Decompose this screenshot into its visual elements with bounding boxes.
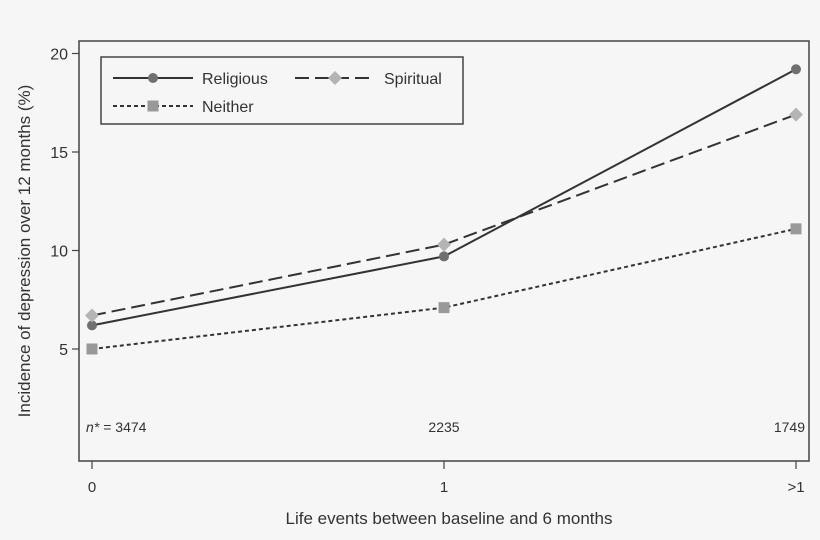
legend: Religious Spiritual Neither: [100, 56, 464, 125]
data-point: [439, 251, 449, 262]
legend-label: Religious: [202, 71, 268, 88]
n-annotation-1: 2235: [428, 419, 459, 435]
legend-box: [100, 56, 464, 125]
legend-marker: [147, 100, 159, 112]
series-religious: [87, 64, 801, 331]
data-point: [87, 320, 97, 331]
n-annotation-2: 1749: [774, 419, 805, 435]
data-point: [789, 107, 803, 122]
legend-marker: [148, 73, 158, 83]
legend-item-neither: Neither: [113, 99, 254, 116]
y-axis: 5 10 15 20: [50, 47, 79, 359]
y-tick-label: 20: [50, 47, 68, 64]
y-tick-label: 5: [59, 342, 68, 359]
legend-item-religious: Religious: [113, 71, 268, 88]
legend-item-spiritual: Spiritual: [295, 71, 442, 88]
legend-label: Spiritual: [384, 71, 442, 88]
data-point: [791, 64, 801, 75]
x-tick-label: 0: [88, 479, 96, 496]
x-axis: 0 1 >1: [88, 461, 805, 496]
data-point: [85, 308, 99, 323]
data-point: [86, 343, 98, 355]
series-spiritual: [85, 107, 803, 323]
data-point: [790, 223, 802, 235]
x-axis-label: Life events between baseline and 6 month…: [285, 509, 612, 528]
data-point: [437, 237, 451, 252]
series-line: [91, 113, 797, 317]
y-axis-label: Incidence of depression over 12 months (…: [15, 85, 34, 418]
data-point: [438, 302, 450, 314]
legend-marker: [328, 71, 342, 85]
sample-size-annotations: n* = 3474 2235 1749: [86, 419, 805, 435]
series-neither: [86, 223, 802, 355]
y-tick-label: 10: [50, 244, 68, 261]
x-tick-label: >1: [787, 479, 804, 496]
x-tick-label: 1: [440, 479, 448, 496]
n-symbol: n*: [86, 419, 100, 435]
y-tick-label: 15: [50, 145, 68, 162]
n-value-0: = 3474: [103, 419, 146, 435]
series-group: [85, 64, 803, 355]
n-annotation-0: n* = 3474: [86, 419, 147, 435]
legend-label: Neither: [202, 99, 254, 116]
